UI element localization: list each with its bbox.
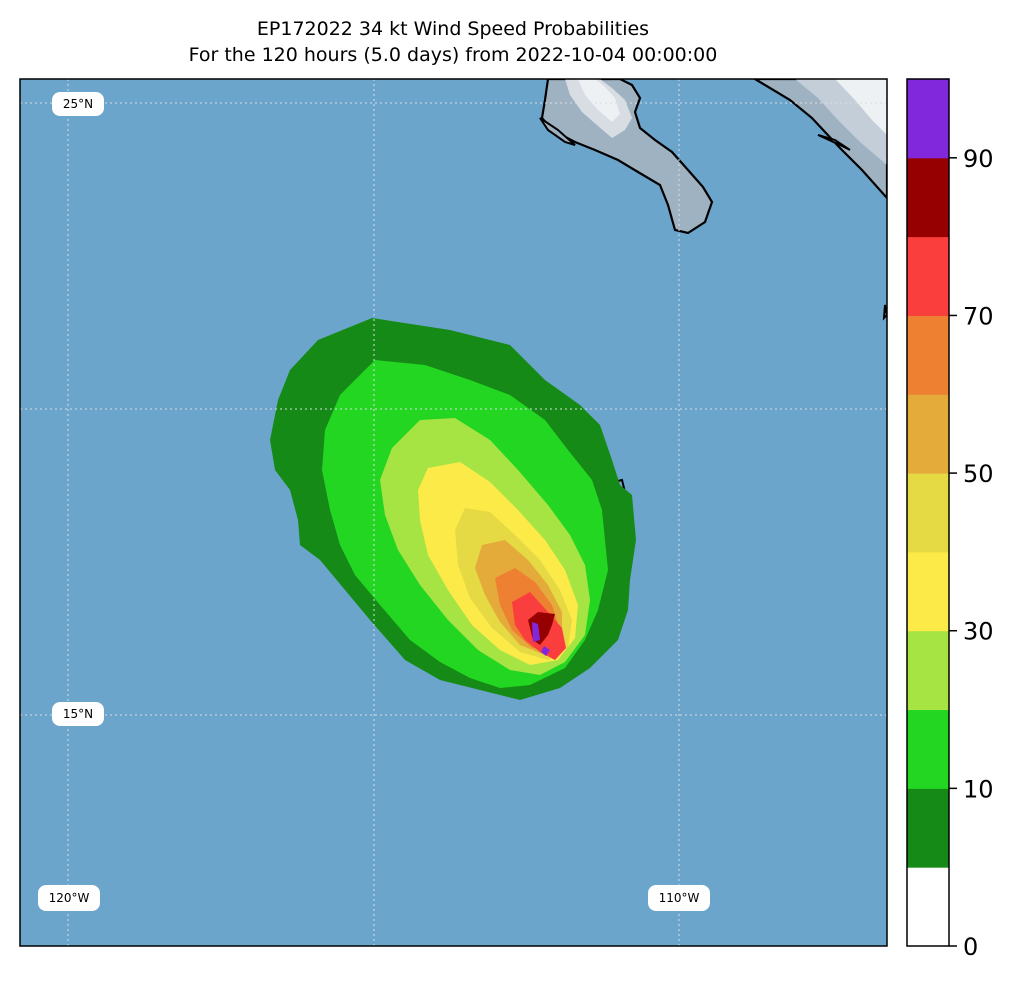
mexico-mainland <box>752 79 887 321</box>
colorbar-band-50-60 <box>907 394 949 474</box>
colorbar-band-90-100 <box>907 79 949 159</box>
colorbar-ticks: 0 10 30 50 70 90 <box>949 145 994 961</box>
colorbar-tick-label: 10 <box>963 775 994 803</box>
grid-label-25n: 25°N <box>52 92 104 116</box>
mainland-island <box>817 134 851 151</box>
colorbar-band-0-5 <box>907 867 949 947</box>
colorbar-tick-label: 0 <box>963 933 978 961</box>
colorbar-band-80-90 <box>907 157 949 238</box>
colorbar-band-70-80 <box>907 236 949 316</box>
grid-label-110w-text: 110°W <box>659 891 700 905</box>
map-area: 25°N 15°N 120°W 110°W <box>20 79 887 946</box>
grid-label-15n: 15°N <box>52 702 104 726</box>
baja-land <box>540 79 714 235</box>
baja-california <box>539 79 714 235</box>
baja-island <box>539 117 576 146</box>
grid-label-120w-text: 120°W <box>49 891 90 905</box>
colorbar-frame <box>906 78 950 947</box>
colorbar-band-60-70 <box>907 315 949 395</box>
colorbar-band-20-30 <box>907 630 949 711</box>
baja-highland-peak <box>578 79 620 122</box>
contour-90-100 <box>532 622 550 656</box>
grid-label-25n-text: 25°N <box>63 97 93 111</box>
grid-label-15n-text: 15°N <box>63 707 93 721</box>
colorbar-tick-label: 70 <box>963 302 994 330</box>
colorbar-band-40-50 <box>907 473 949 553</box>
chart-title-line1: EP172022 34 kt Wind Speed Probabilities <box>256 18 650 40</box>
colorbar-tick-label: 50 <box>963 460 994 488</box>
colorbar-tick-label: 30 <box>963 618 994 646</box>
colorbar <box>906 78 950 947</box>
mainland-terrain-high <box>835 79 887 135</box>
grid-label-120w: 120°W <box>38 885 100 911</box>
colorbar-band-5-10 <box>907 788 949 868</box>
grid-label-110w: 110°W <box>648 885 710 911</box>
colorbar-band-10-20 <box>907 709 949 789</box>
colorbar-tick-label: 90 <box>963 145 994 173</box>
map-frame <box>19 78 888 947</box>
probability-contours <box>270 318 636 700</box>
chart-title-line2: For the 120 hours (5.0 days) from 2022-1… <box>188 44 718 66</box>
colorbar-band-30-40 <box>907 551 949 632</box>
